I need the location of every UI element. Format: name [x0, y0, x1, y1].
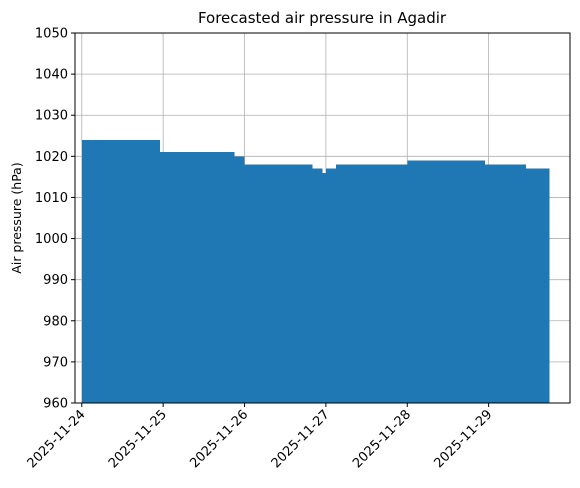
bar — [244, 164, 313, 403]
bar — [312, 168, 323, 403]
bar — [325, 168, 337, 403]
x-tick-label: 2025-11-25 — [106, 407, 170, 471]
plot-frame — [74, 32, 571, 404]
bar — [525, 168, 550, 403]
y-tick-label: 1050 — [35, 27, 68, 42]
bar — [407, 160, 486, 403]
x-tick-label: 2025-11-29 — [431, 407, 495, 471]
bar — [322, 172, 326, 403]
y-tick-label: 1040 — [35, 68, 68, 83]
x-tick-label: 2025-11-27 — [269, 407, 333, 471]
y-tick-label: 990 — [43, 273, 68, 288]
y-tick-label: 1000 — [35, 232, 68, 247]
bar — [336, 164, 408, 403]
bar — [81, 139, 160, 403]
x-tick-label: 2025-11-26 — [187, 407, 251, 471]
y-tick-label: 1030 — [35, 109, 68, 124]
y-tick-label: 980 — [43, 314, 68, 329]
y-axis-label: Air pressure (hPa) — [9, 162, 24, 273]
bars — [81, 139, 550, 403]
y-tick-label: 960 — [43, 397, 68, 412]
chart-title: Forecasted air pressure in Agadir — [198, 9, 447, 27]
y-tick-label: 1020 — [35, 150, 68, 165]
y-axis: 960 970 980 990 1000 1010 1020 1030 1040 1050 — [35, 27, 75, 412]
bar — [234, 156, 245, 403]
y-tick-label: 1010 — [35, 191, 68, 206]
bar — [485, 164, 526, 403]
x-tick-label: 2025-11-28 — [350, 407, 414, 471]
y-tick-label: 970 — [43, 355, 68, 370]
x-axis: 2025-11-24 2025-11-25 2025-11-26 2025-11-27… — [25, 403, 495, 471]
x-tick-label: 2025-11-24 — [25, 407, 89, 471]
bar — [159, 152, 235, 403]
